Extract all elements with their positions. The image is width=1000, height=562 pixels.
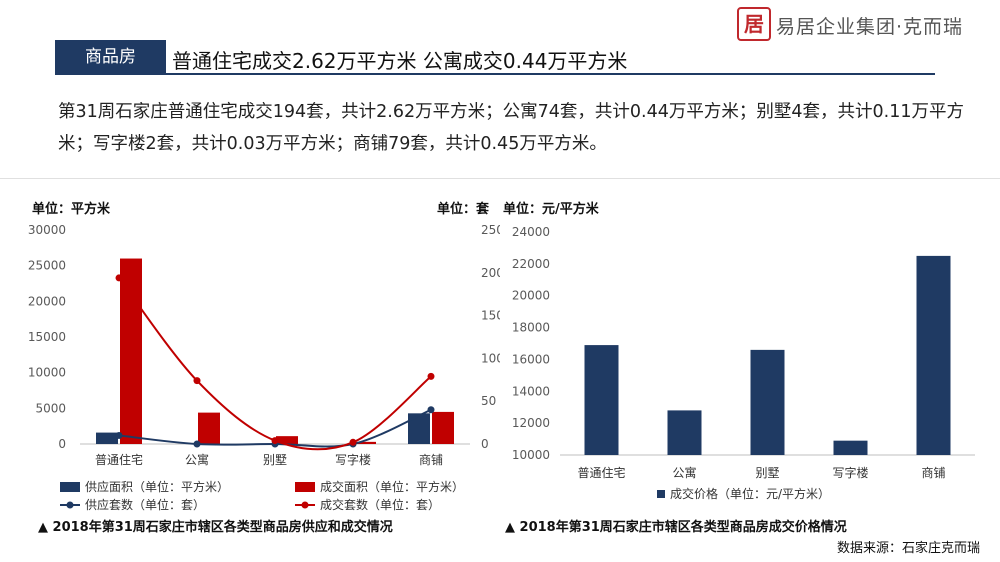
section-underline xyxy=(55,73,935,75)
price-chart: 10000 12000 14000 16000 18000 20000 22000 24000… xyxy=(512,225,975,501)
x-tick-label: 别墅 xyxy=(755,466,779,480)
left-y-tick-label: 15000 xyxy=(28,330,66,344)
deal-area-bar xyxy=(120,258,142,444)
legend-label: 成交价格（单位：元/平方米） xyxy=(670,486,830,501)
supply-count-point xyxy=(193,440,201,448)
deal-area-bar xyxy=(432,411,454,444)
y-tick-label: 14000 xyxy=(512,384,550,398)
divider xyxy=(0,178,1000,179)
legend-label: 成交套数（单位：套） xyxy=(320,497,440,512)
summary-text: 第31周石家庄普通住宅成交194套，共计2.62万平方米；公寓74套，共计0.4… xyxy=(58,102,964,154)
right-y-tick-label: 150 xyxy=(481,309,500,323)
x-tick-label: 公寓 xyxy=(672,465,696,480)
y-tick-label: 22000 xyxy=(512,257,550,271)
right-y-tick-label: 250 xyxy=(481,223,500,237)
left-y-tick-label: 25000 xyxy=(28,259,66,273)
price-bar xyxy=(584,345,619,455)
right-y-tick-label: 200 xyxy=(481,266,500,280)
y-tick-label: 20000 xyxy=(512,289,550,303)
price-bar xyxy=(667,410,702,455)
right-chart-unit-label: 单位：元/平方米 xyxy=(503,202,599,217)
legend-swatch xyxy=(60,482,80,492)
y-tick-label: 16000 xyxy=(512,352,550,366)
supply-count-point xyxy=(427,406,435,414)
x-tick-label: 普通住宅 xyxy=(577,465,625,480)
left-y-tick-label: 0 xyxy=(58,437,66,451)
legend-label: 供应套数（单位：套） xyxy=(85,497,205,512)
left-y-tick-label: 30000 xyxy=(28,223,66,237)
legend-swatch xyxy=(295,482,315,492)
x-tick-label: 写字楼 xyxy=(335,452,371,467)
brand-name: 易居企业集团·克而瑞 xyxy=(776,16,964,38)
deal-area-bar xyxy=(276,436,298,444)
right-y-tick-label: 0 xyxy=(481,437,489,451)
deal-count-point xyxy=(271,437,279,445)
y-tick-label: 24000 xyxy=(512,225,550,239)
left-chart-right-unit-label: 单位：套 xyxy=(437,202,490,217)
supply-count-point xyxy=(115,431,123,439)
supply-area-bar xyxy=(408,413,430,444)
section-header: 商品房 xyxy=(55,40,935,75)
deal-count-point xyxy=(115,274,123,282)
brand-logo: 居 xyxy=(737,7,771,41)
price-bar xyxy=(750,349,785,455)
left-chart-caption: ▲ 2018年第31周石家庄市辖区各类型商品房供应和成交情况 xyxy=(38,520,393,535)
x-tick-label: 写字楼 xyxy=(832,465,868,480)
deal-area-bar xyxy=(198,412,220,444)
deal-count-point xyxy=(349,438,357,446)
supply-area-bar xyxy=(96,432,118,444)
section-tag: 商品房 xyxy=(55,40,166,74)
data-source: 数据来源：石家庄克而瑞 xyxy=(836,541,980,556)
x-tick-label: 商铺 xyxy=(921,465,945,480)
price-bar xyxy=(916,255,951,455)
deal-count-point xyxy=(427,372,435,380)
legend-swatch-marker xyxy=(301,501,309,509)
price-bar xyxy=(833,440,868,455)
deal-count-point xyxy=(193,377,201,385)
right-chart-caption: ▲ 2018年第31周石家庄市辖区各类型商品房成交价格情况 xyxy=(505,520,847,535)
legend-swatch-marker xyxy=(66,501,74,509)
y-tick-label: 12000 xyxy=(512,416,550,430)
left-y-tick-label: 10000 xyxy=(28,366,66,380)
x-tick-label: 公寓 xyxy=(185,452,209,467)
left-chart-unit-label: 单位：平方米 xyxy=(32,202,111,217)
y-tick-label: 18000 xyxy=(512,321,550,335)
legend-label: 成交面积（单位：平方米） xyxy=(320,479,464,494)
deal-area-bar xyxy=(354,441,376,444)
legend-swatch xyxy=(657,490,665,498)
x-tick-label: 别墅 xyxy=(263,453,287,467)
right-y-tick-label: 50 xyxy=(481,394,496,408)
x-tick-label: 商铺 xyxy=(419,452,443,467)
supply-transaction-chart: 0 5000 10000 15000 20000 25000 30000 0 50 100 150 2… xyxy=(28,223,500,512)
left-y-tick-label: 20000 xyxy=(28,294,66,308)
y-tick-label: 10000 xyxy=(512,448,550,462)
legend-label: 供应面积（单位：平方米） xyxy=(85,479,229,494)
left-y-tick-label: 5000 xyxy=(35,401,66,415)
deal-count-line xyxy=(118,277,432,451)
right-y-tick-label: 100 xyxy=(481,351,500,365)
page-title: 普通住宅成交2.62万平方米 公寓成交0.44万平方米 xyxy=(172,49,628,73)
x-tick-label: 普通住宅 xyxy=(95,452,143,467)
